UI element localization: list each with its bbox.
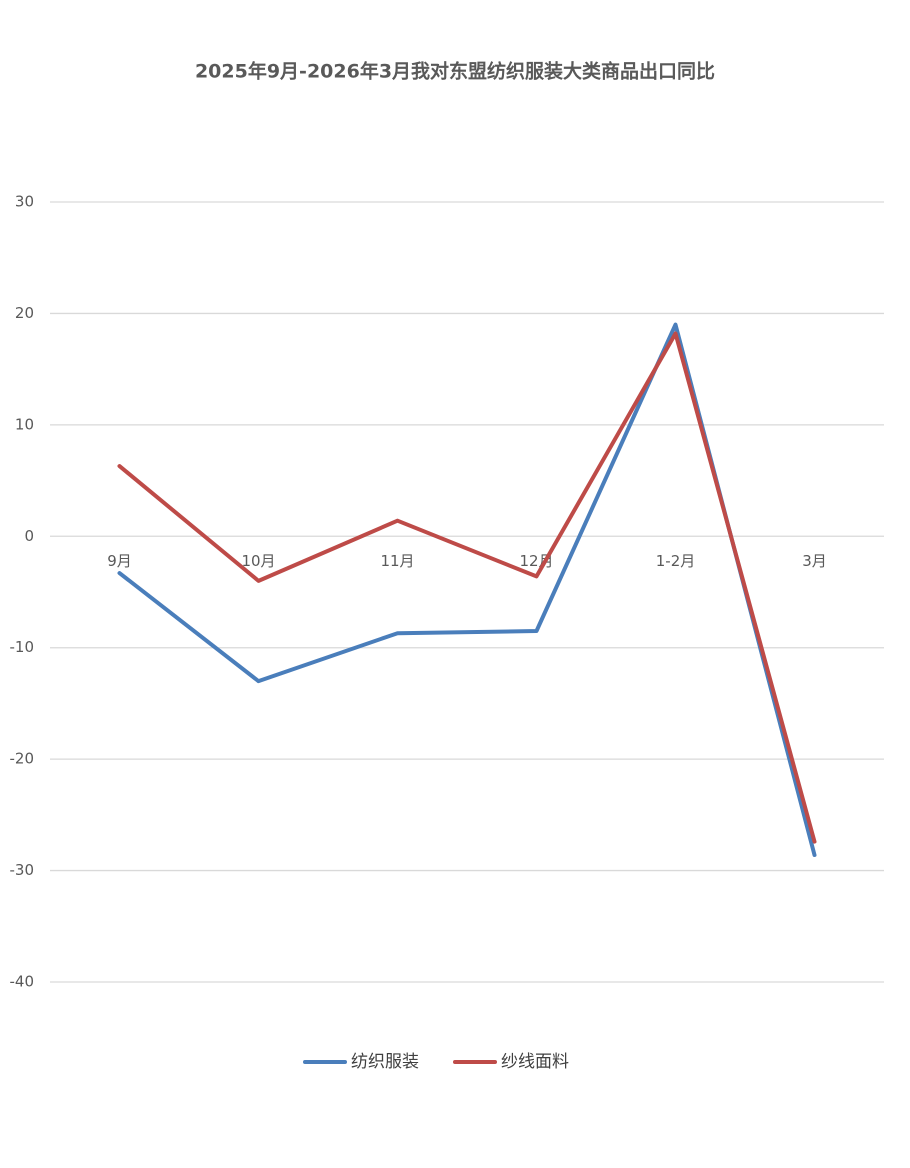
- x-tick-label: 1-2月: [656, 552, 696, 570]
- x-tick-label: 11月: [380, 552, 414, 570]
- y-tick-label: -10: [10, 638, 35, 656]
- legend-label: 纱线面料: [501, 1052, 569, 1072]
- x-tick-label: 10月: [241, 552, 275, 570]
- y-tick-label: -40: [10, 973, 35, 991]
- x-tick-label: 9月: [107, 552, 132, 570]
- y-tick-label: 10: [15, 415, 34, 433]
- chart-title: 2025年9月-2026年3月我对东盟纺织服装大类商品出口同比: [195, 60, 715, 83]
- y-tick-label: 20: [15, 304, 34, 322]
- y-tick-label: 30: [15, 193, 34, 211]
- y-tick-label: 0: [24, 527, 34, 545]
- legend-label: 纺织服装: [351, 1052, 419, 1072]
- y-tick-label: -30: [10, 861, 35, 879]
- series-line: [117, 322, 817, 857]
- x-tick-label: 3月: [802, 552, 827, 570]
- y-tick-label: -20: [10, 750, 35, 768]
- series-line: [117, 331, 817, 844]
